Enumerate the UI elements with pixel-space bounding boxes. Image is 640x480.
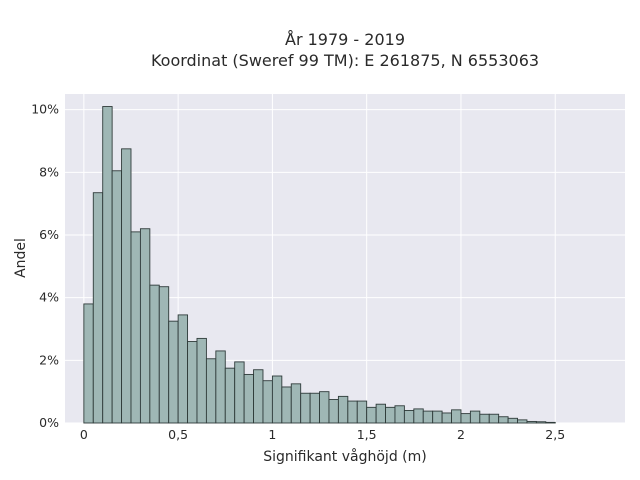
histogram-bar bbox=[149, 284, 160, 424]
histogram-bar bbox=[158, 286, 170, 424]
histogram-bar bbox=[488, 413, 500, 424]
histogram-bar bbox=[469, 410, 481, 424]
histogram-bar bbox=[498, 416, 509, 424]
histogram-bar bbox=[177, 314, 189, 424]
histogram-bars bbox=[83, 106, 556, 424]
x-axis-ticks: 0 0,5 1 1,5 2 2,5 bbox=[80, 427, 565, 442]
histogram-bar bbox=[545, 421, 556, 424]
histogram-bar bbox=[253, 369, 264, 424]
histogram-bar bbox=[224, 367, 236, 424]
y-tick-label: 2% bbox=[39, 352, 59, 367]
y-axis-ticks: 0% 2% 4% 6% 8% 10% bbox=[31, 102, 59, 430]
histogram-bar bbox=[432, 410, 443, 424]
histogram-bar bbox=[517, 419, 528, 424]
chart-title-line-2: Koordinat (Sweref 99 TM): E 261875, N 65… bbox=[151, 51, 539, 70]
histogram-bar bbox=[441, 412, 452, 424]
histogram-bar bbox=[281, 386, 292, 424]
histogram-bar bbox=[271, 375, 283, 424]
histogram-bar bbox=[262, 380, 273, 424]
histogram-bar bbox=[526, 420, 537, 424]
y-tick-label: 8% bbox=[39, 164, 59, 179]
histogram-bar bbox=[535, 421, 547, 424]
histogram-bar bbox=[102, 106, 113, 424]
histogram-bar bbox=[347, 400, 358, 424]
histogram-bar bbox=[187, 341, 198, 424]
histogram-bar bbox=[309, 392, 320, 424]
y-axis-label: Andel bbox=[13, 238, 29, 278]
histogram-bar bbox=[139, 228, 151, 424]
histogram-bar bbox=[205, 358, 217, 424]
histogram-bar bbox=[92, 192, 104, 424]
histogram-bar bbox=[196, 337, 207, 424]
histogram-bar bbox=[479, 413, 490, 424]
x-tick-label: 1 bbox=[268, 427, 276, 442]
histogram-bar bbox=[121, 148, 132, 424]
histogram-bar bbox=[130, 231, 141, 424]
x-tick-label: 2,5 bbox=[545, 427, 565, 442]
x-tick-label: 2 bbox=[457, 427, 465, 442]
histogram-bar bbox=[413, 408, 424, 424]
histogram-bar bbox=[243, 373, 255, 424]
histogram-bar bbox=[366, 406, 377, 424]
histogram-bar bbox=[356, 400, 368, 424]
x-tick-label: 0,5 bbox=[168, 427, 188, 442]
histogram-bar bbox=[168, 320, 179, 424]
histogram-bar bbox=[507, 417, 518, 424]
histogram-bar bbox=[337, 395, 349, 424]
histogram-bar bbox=[300, 392, 311, 424]
histogram-bar bbox=[375, 403, 386, 424]
histogram-bar bbox=[403, 410, 415, 424]
chart-title-line-1: År 1979 - 2019 bbox=[285, 30, 405, 49]
y-tick-label: 6% bbox=[39, 227, 59, 242]
x-axis-label: Signifikant våghöjd (m) bbox=[263, 448, 426, 465]
y-tick-label: 4% bbox=[39, 290, 59, 305]
histogram-bar bbox=[385, 406, 396, 424]
x-tick-label: 1,5 bbox=[357, 427, 377, 442]
histogram-bar bbox=[451, 409, 462, 424]
histogram-bar bbox=[83, 303, 94, 424]
histogram-bar bbox=[328, 399, 339, 424]
x-tick-label: 0 bbox=[80, 427, 88, 442]
histogram-bar bbox=[319, 391, 330, 424]
y-tick-label: 10% bbox=[31, 102, 59, 117]
histogram-bar bbox=[460, 413, 471, 424]
histogram-bar bbox=[234, 361, 245, 424]
histogram-bar bbox=[422, 410, 434, 424]
y-tick-label: 0% bbox=[39, 415, 59, 430]
histogram-bar bbox=[394, 405, 405, 424]
histogram-bar bbox=[290, 383, 302, 424]
histogram-bar bbox=[111, 170, 123, 424]
histogram-bar bbox=[215, 350, 226, 424]
